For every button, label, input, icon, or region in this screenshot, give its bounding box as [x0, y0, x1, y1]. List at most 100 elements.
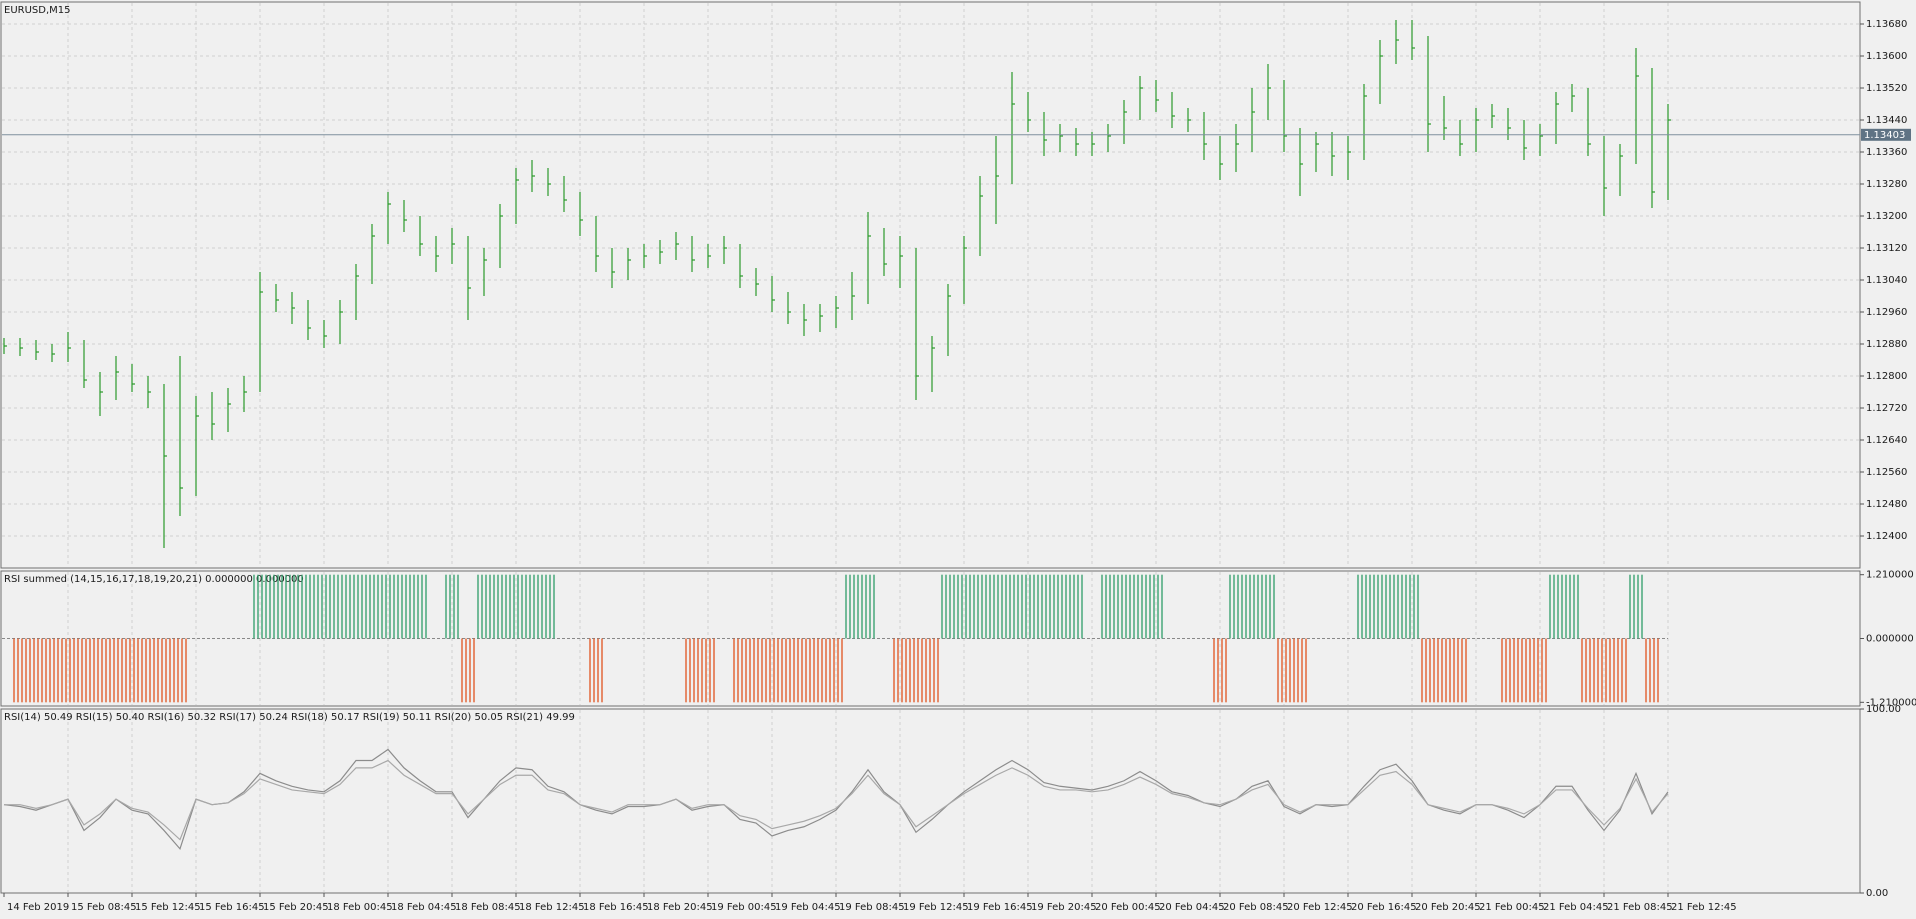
y-tick-label: 1.13200: [1866, 211, 1907, 222]
histogram-bar: [525, 574, 539, 639]
y-tick-label: 1.12400: [1866, 531, 1907, 542]
y-tick-label: 1.13120: [1866, 243, 1907, 254]
histogram-bar: [1069, 574, 1083, 639]
y-tick-label: 0.00: [1866, 888, 1888, 899]
histogram-bar: [1597, 638, 1611, 703]
x-tick-label: 19 Feb 00:45: [711, 902, 777, 913]
y-tick-label: 1.13600: [1866, 51, 1907, 62]
histogram-bar: [1629, 574, 1643, 639]
histogram-bar: [301, 574, 315, 639]
y-tick-label: 1.13440: [1866, 115, 1907, 126]
y-tick-label: 1.13360: [1866, 147, 1907, 158]
histogram-bar: [1581, 638, 1595, 703]
histogram-bar: [541, 574, 555, 639]
histogram-bar: [1293, 638, 1307, 703]
y-tick-label: 1.210000: [1866, 570, 1914, 581]
histogram-bar: [749, 638, 763, 703]
histogram-bar: [317, 574, 331, 639]
y-tick-label: 1.12560: [1866, 467, 1907, 478]
x-tick-label: 19 Feb 16:45: [967, 902, 1033, 913]
histogram-bar: [381, 574, 395, 639]
histogram-bar: [1405, 574, 1419, 639]
histogram-bar: [269, 574, 283, 639]
histogram-bar: [829, 638, 843, 703]
histogram-bar: [509, 574, 523, 639]
histogram-bar: [893, 638, 907, 703]
y-tick-label: 1.13040: [1866, 275, 1907, 286]
histogram-bar: [349, 574, 363, 639]
histogram-bar: [733, 638, 747, 703]
histogram-bar: [989, 574, 1003, 639]
histogram-bar: [957, 574, 971, 639]
last-price-box: [1861, 128, 1911, 141]
x-tick-label: 21 Feb 00:45: [1479, 902, 1545, 913]
histogram-bar: [285, 574, 299, 639]
histogram-bar: [1229, 574, 1243, 639]
histogram-bar: [925, 638, 939, 703]
y-tick-label: 1.13520: [1866, 83, 1907, 94]
histogram-bar: [61, 638, 75, 703]
histogram-bar: [1501, 638, 1515, 703]
x-tick-label: 18 Feb 20:45: [647, 902, 713, 913]
histogram-bar: [765, 638, 779, 703]
histogram-bar: [173, 638, 187, 703]
x-tick-label: 15 Feb 12:45: [135, 902, 201, 913]
histogram-bar: [157, 638, 171, 703]
histogram-bar: [589, 638, 603, 703]
panel-title: RSI(14) 50.49 RSI(15) 50.40 RSI(16) 50.3…: [4, 712, 575, 723]
x-tick-label: 18 Feb 16:45: [583, 902, 649, 913]
histogram-bar: [1357, 574, 1371, 639]
histogram-bar: [701, 638, 715, 703]
histogram-bar: [1005, 574, 1019, 639]
histogram-bar: [781, 638, 795, 703]
rsi-line: [3, 748, 1669, 851]
x-tick-label: 21 Feb 04:45: [1543, 902, 1609, 913]
histogram-bar: [1133, 574, 1147, 639]
x-tick-label: 18 Feb 12:45: [519, 902, 585, 913]
x-tick-label: 15 Feb 08:45: [71, 902, 137, 913]
x-tick-label: 18 Feb 04:45: [391, 902, 457, 913]
histogram-bar: [1117, 574, 1131, 639]
x-tick-label: 20 Feb 04:45: [1159, 902, 1225, 913]
y-tick-label: 1.12960: [1866, 307, 1907, 318]
histogram-bar: [1021, 574, 1035, 639]
histogram-bar: [333, 574, 347, 639]
x-tick-label: 20 Feb 12:45: [1287, 902, 1353, 913]
histogram-bar: [413, 574, 427, 639]
histogram-bar: [1245, 574, 1259, 639]
histogram-bar: [1549, 574, 1563, 639]
histogram-bar: [845, 574, 859, 639]
panel: [0, 708, 1861, 894]
y-tick-label: 1.12720: [1866, 403, 1907, 414]
x-tick-label: 20 Feb 20:45: [1415, 902, 1481, 913]
x-tick-label: 15 Feb 16:45: [199, 902, 265, 913]
y-tick-label: 0.000000: [1866, 634, 1914, 645]
x-tick-label: 19 Feb 08:45: [839, 902, 905, 913]
panel-title: EURUSD,M15: [4, 5, 70, 16]
histogram-bar: [861, 574, 875, 639]
histogram-bar: [1261, 574, 1275, 639]
x-tick-label: 15 Feb 20:45: [263, 902, 329, 913]
histogram-bar: [909, 638, 923, 703]
histogram-bar: [973, 574, 987, 639]
histogram-bar: [1517, 638, 1531, 703]
y-tick-label: -1.210000: [1866, 697, 1916, 708]
x-tick-label: 14 Feb 2019: [7, 902, 69, 913]
histogram-bar: [1213, 638, 1227, 703]
x-tick-label: 18 Feb 00:45: [327, 902, 393, 913]
x-tick-label: 19 Feb 12:45: [903, 902, 969, 913]
histogram-bar: [813, 638, 827, 703]
histogram-bar: [461, 638, 475, 703]
histogram-bar: [109, 638, 123, 703]
histogram-bar: [1277, 638, 1291, 703]
y-tick-label: 1.12480: [1866, 499, 1907, 510]
histogram-bar: [445, 574, 459, 639]
histogram-bar: [397, 574, 411, 639]
x-tick-label: 19 Feb 04:45: [775, 902, 841, 913]
y-tick-label: 100.00: [1866, 704, 1901, 715]
histogram-bar: [365, 574, 379, 639]
panel: [0, 1, 1861, 569]
histogram-bar: [797, 638, 811, 703]
